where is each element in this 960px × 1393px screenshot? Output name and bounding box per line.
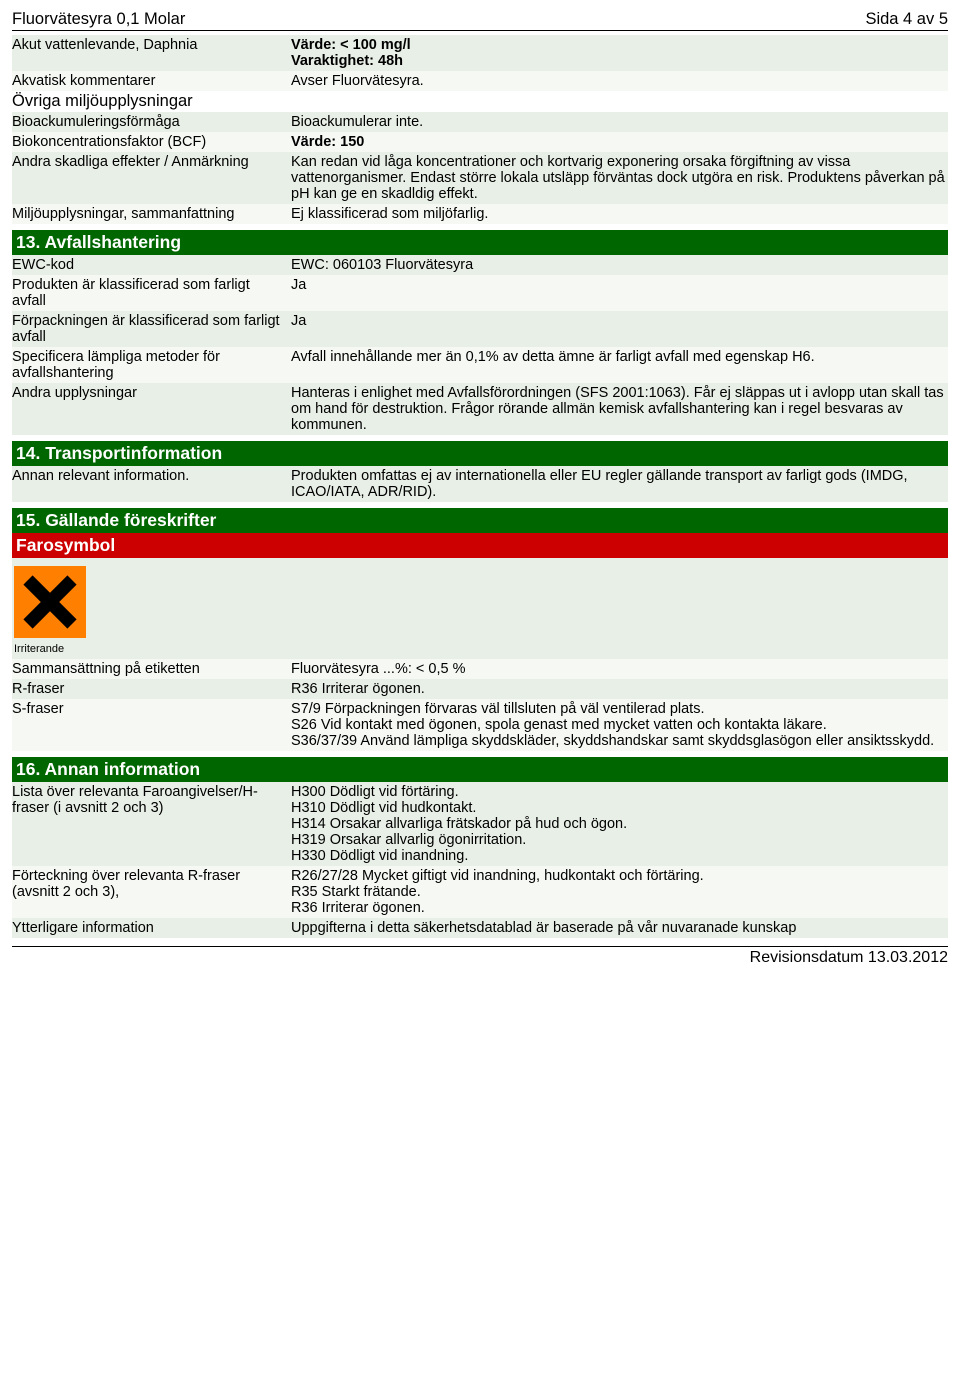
data-row: Specificera lämpliga metoder för avfalls… xyxy=(12,347,948,383)
row-value: Avser Fluorvätesyra. xyxy=(291,71,948,91)
row-value: Ja xyxy=(291,311,948,331)
value-line: Ja xyxy=(291,277,948,293)
revision-date: Revisionsdatum 13.03.2012 xyxy=(12,946,948,967)
row-label: S-fraser xyxy=(12,699,291,719)
row-value: H300 Dödligt vid förtäring.H310 Dödligt … xyxy=(291,782,948,866)
page-header: Fluorvätesyra 0,1 Molar Sida 4 av 5 xyxy=(12,10,948,31)
data-row: Förpackningen är klassificerad som farli… xyxy=(12,311,948,347)
row-value: Ej klassificerad som miljöfarlig. xyxy=(291,204,948,224)
data-row: Akvatisk kommentarerAvser Fluorvätesyra. xyxy=(12,71,948,91)
row-label: Förteckning över relevanta R-fraser (avs… xyxy=(12,866,291,902)
row-value: Bioackumulerar inte. xyxy=(291,112,948,132)
row-label: Andra upplysningar xyxy=(12,383,291,403)
value-line: Ja xyxy=(291,313,948,329)
data-row: Lista över relevanta Faroangivelser/H-fr… xyxy=(12,782,948,866)
data-row: Miljöupplysningar, sammanfattningEj klas… xyxy=(12,204,948,224)
row-value: Fluorvätesyra ...%: < 0,5 % xyxy=(291,659,948,679)
data-row: Ytterligare informationUppgifterna i det… xyxy=(12,918,948,938)
section-13-header: 13. Avfallshantering xyxy=(12,230,948,255)
value-line: R36 Irriterar ögonen. xyxy=(291,681,948,697)
value-line: Värde: < 100 mg/l xyxy=(291,37,948,53)
data-row: Andra upplysningarHanteras i enlighet me… xyxy=(12,383,948,435)
row-value: EWC: 060103 Fluorvätesyra xyxy=(291,255,948,275)
row-value: Värde: 150 xyxy=(291,132,948,152)
row-label: Specificera lämpliga metoder för avfalls… xyxy=(12,347,291,383)
value-line: H300 Dödligt vid förtäring. xyxy=(291,784,948,800)
row-label: Ytterligare information xyxy=(12,918,291,938)
doc-title: Fluorvätesyra 0,1 Molar xyxy=(12,10,185,29)
data-row: BioackumuleringsförmågaBioackumulerar in… xyxy=(12,112,948,132)
row-label: Biokoncentrationsfaktor (BCF) xyxy=(12,132,291,152)
row-label: Annan relevant information. xyxy=(12,466,291,486)
value-line: Hanteras i enlighet med Avfallsförordnin… xyxy=(291,385,948,433)
data-row: Akut vattenlevande, DaphniaVärde: < 100 … xyxy=(12,35,948,71)
row-label: R-fraser xyxy=(12,679,291,699)
data-row: Annan relevant information.Produkten omf… xyxy=(12,466,948,502)
data-row: R-fraserR36 Irriterar ögonen. xyxy=(12,679,948,699)
section-14-header: 14. Transportinformation xyxy=(12,441,948,466)
value-line: Varaktighet: 48h xyxy=(291,53,948,69)
row-value: R36 Irriterar ögonen. xyxy=(291,679,948,699)
value-line: Värde: 150 xyxy=(291,134,948,150)
value-line: R36 Irriterar ögonen. xyxy=(291,900,948,916)
row-label: Lista över relevanta Faroangivelser/H-fr… xyxy=(12,782,291,818)
value-line: Avser Fluorvätesyra. xyxy=(291,73,948,89)
value-line: R26/27/28 Mycket giftigt vid inandning, … xyxy=(291,868,948,884)
row-label: Akvatisk kommentarer xyxy=(12,71,291,91)
value-line: Uppgifterna i detta säkerhetsdatablad är… xyxy=(291,920,948,936)
value-line: H314 Orsakar allvarliga frätskador på hu… xyxy=(291,816,948,832)
page-number: Sida 4 av 5 xyxy=(865,10,948,29)
row-label: EWC-kod xyxy=(12,255,291,275)
row-label: Produkten är klassificerad som farligt a… xyxy=(12,275,291,311)
value-line: R35 Starkt frätande. xyxy=(291,884,948,900)
value-line: Bioackumulerar inte. xyxy=(291,114,948,130)
value-line: EWC: 060103 Fluorvätesyra xyxy=(291,257,948,273)
row-value: Värde: < 100 mg/lVaraktighet: 48h xyxy=(291,35,948,71)
row-value: Hanteras i enlighet med Avfallsförordnin… xyxy=(291,383,948,435)
value-line: Fluorvätesyra ...%: < 0,5 % xyxy=(291,661,948,677)
value-line: S7/9 Förpackningen förvaras väl tillslut… xyxy=(291,701,948,717)
value-line: H319 Orsakar allvarlig ögonirritation. xyxy=(291,832,948,848)
row-value: S7/9 Förpackningen förvaras väl tillslut… xyxy=(291,699,948,751)
data-row: Produkten är klassificerad som farligt a… xyxy=(12,275,948,311)
data-row: S-fraserS7/9 Förpackningen förvaras väl … xyxy=(12,699,948,751)
value-line: H310 Dödligt vid hudkontakt. xyxy=(291,800,948,816)
data-row: Andra skadliga effekter / AnmärkningKan … xyxy=(12,152,948,204)
hazard-caption: Irriterande xyxy=(14,643,948,655)
row-label: Miljöupplysningar, sammanfattning xyxy=(12,204,291,224)
data-row: EWC-kodEWC: 060103 Fluorvätesyra xyxy=(12,255,948,275)
row-value: Kan redan vid låga koncentrationer och k… xyxy=(291,152,948,204)
value-line: Kan redan vid låga koncentrationer och k… xyxy=(291,154,948,202)
data-row: Biokoncentrationsfaktor (BCF)Värde: 150 xyxy=(12,132,948,152)
value-line: Produkten omfattas ej av internationella… xyxy=(291,468,948,500)
farosymbol-header: Farosymbol xyxy=(12,533,948,558)
value-line: S36/37/39 Använd lämpliga skyddskläder, … xyxy=(291,733,948,749)
sub-header-ovriga: Övriga miljöupplysningar xyxy=(12,91,948,112)
value-line: Ej klassificerad som miljöfarlig. xyxy=(291,206,948,222)
irritant-icon xyxy=(14,566,86,638)
value-line: Avfall innehållande mer än 0,1% av detta… xyxy=(291,349,948,365)
data-row: Sammansättning på etikettenFluorvätesyra… xyxy=(12,659,948,679)
row-label: Akut vattenlevande, Daphnia xyxy=(12,35,291,55)
row-value: Ja xyxy=(291,275,948,295)
row-value: R26/27/28 Mycket giftigt vid inandning, … xyxy=(291,866,948,918)
hazard-symbol-block: Irriterande xyxy=(12,558,948,659)
row-value: Produkten omfattas ej av internationella… xyxy=(291,466,948,502)
row-label: Förpackningen är klassificerad som farli… xyxy=(12,311,291,347)
row-label: Bioackumuleringsförmåga xyxy=(12,112,291,132)
row-label: Sammansättning på etiketten xyxy=(12,659,291,679)
row-value: Avfall innehållande mer än 0,1% av detta… xyxy=(291,347,948,367)
section-15-header: 15. Gällande föreskrifter xyxy=(12,508,948,533)
row-value: Uppgifterna i detta säkerhetsdatablad är… xyxy=(291,918,948,938)
data-row: Förteckning över relevanta R-fraser (avs… xyxy=(12,866,948,918)
section-16-header: 16. Annan information xyxy=(12,757,948,782)
value-line: H330 Dödligt vid inandning. xyxy=(291,848,948,864)
value-line: S26 Vid kontakt med ögonen, spola genast… xyxy=(291,717,948,733)
row-label: Andra skadliga effekter / Anmärkning xyxy=(12,152,291,172)
